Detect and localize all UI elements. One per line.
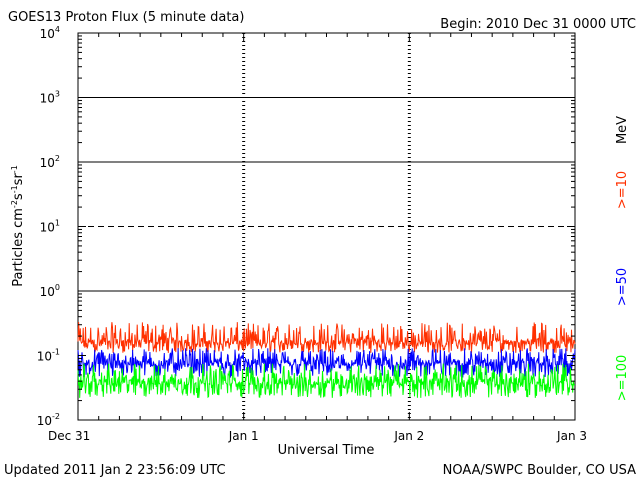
x-tick-label: Jan 1 [228,429,259,443]
begin-label: Begin: 2010 Dec 31 0000 UTC [440,17,636,32]
y-tick-label: 100 [40,283,60,299]
y-tick-label: 10-2 [37,412,60,428]
y-axis-title-unit-sr: sr [11,173,26,186]
y-tick-label: 10-1 [37,348,60,364]
y-axis-title-exp-1: -2 [10,200,19,208]
series-line-2 [77,363,576,399]
y-axis-title-exp-2: -1 [10,185,19,193]
source-label: NOAA/SWPC Boulder, CO USA [443,463,636,478]
updated-timestamp: Updated 2011 Jan 2 23:56:09 UTC [4,463,226,478]
x-axis-title: Universal Time [278,443,375,458]
y-tick-label: 102 [40,154,60,170]
y-axis-title: Particles cm-2s-1sr-1 [10,165,26,287]
series-line-0 [77,322,576,354]
y-tick-label: 101 [40,219,60,235]
grid-lines [78,33,575,420]
legend-ge10: >=10 [615,171,630,209]
unit-label: MeV [615,116,630,144]
series-layer [77,322,576,399]
series-line-1 [77,347,576,379]
y-tick-label: 103 [40,90,60,106]
y-axis-title-exp-3: -1 [10,165,19,173]
legend-ge50: >=50 [615,268,630,306]
y-axis-title-unit-s: s [11,193,26,200]
x-tick-label: Dec 31 [48,429,90,443]
legend-ge100: >=100 [615,355,630,402]
x-tick-label: Jan 2 [393,429,424,443]
chart-title: GOES13 Proton Flux (5 minute data) [8,10,244,25]
y-axis-title-base: Particles cm [11,208,26,287]
x-tick-label: Jan 3 [556,429,587,443]
y-tick-label: 104 [40,25,60,41]
axis-ticks: 10-2 10-1 100 101 102 103 104 Dec 31 Jan 1 Jan 2 J… [37,25,587,443]
